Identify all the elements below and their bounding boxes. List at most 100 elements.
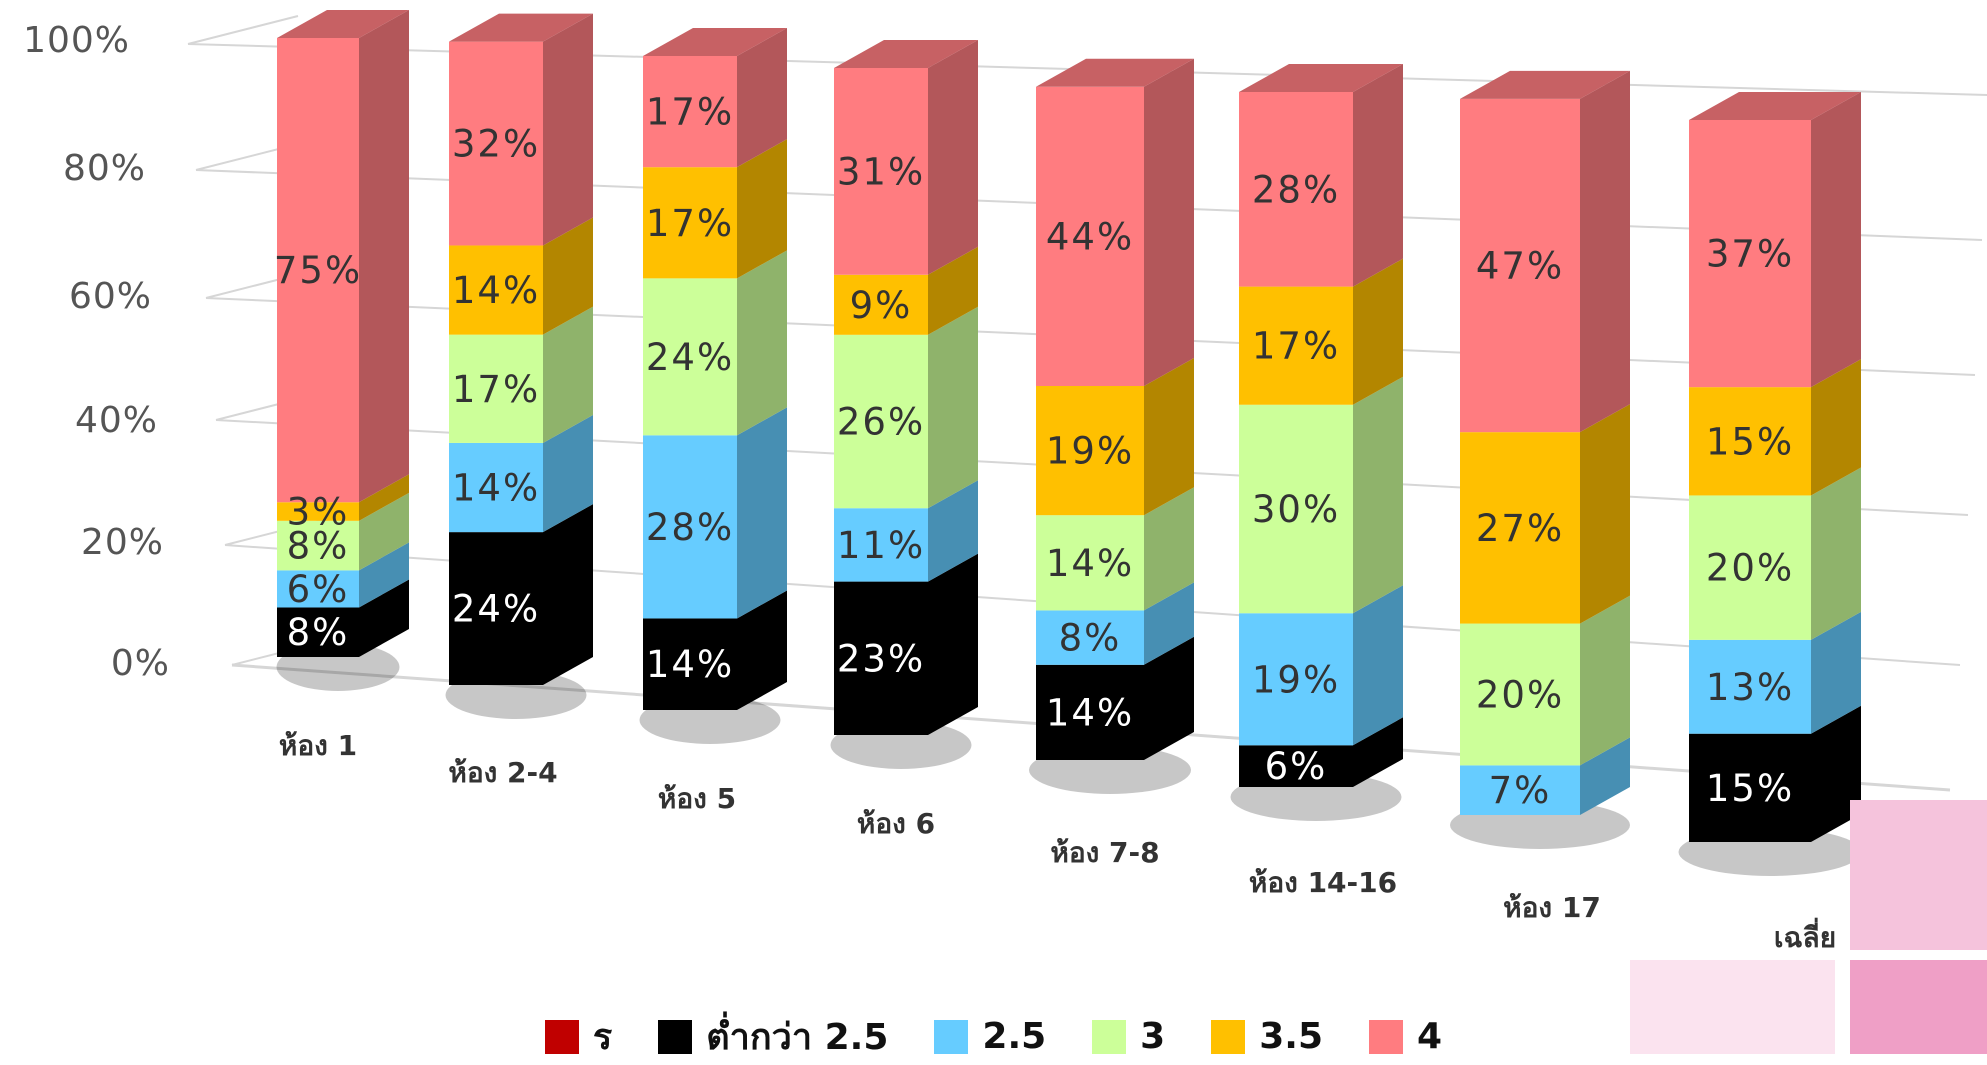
bar-side — [737, 139, 787, 279]
x-category-label: เฉลี่ย — [1774, 917, 1836, 954]
legend-item-4: 4 — [1369, 1016, 1442, 1057]
legend-swatch — [1211, 1019, 1246, 1054]
bar-side — [1811, 359, 1861, 496]
bar-side — [543, 414, 593, 533]
bar-side — [928, 40, 978, 275]
legend-item-below-2-5: ต่ำกว่า 2.5 — [658, 1008, 888, 1065]
bar-side — [1580, 737, 1630, 815]
data-label: 8% — [287, 525, 350, 568]
gridline-back — [187, 15, 299, 45]
bar-side — [1580, 404, 1630, 624]
data-label: 3% — [287, 491, 350, 534]
data-label: 20% — [1706, 547, 1794, 590]
bar-segment — [643, 56, 737, 168]
legend-label: 4 — [1417, 1016, 1443, 1057]
bar-side — [737, 407, 787, 619]
bar-side — [928, 553, 978, 735]
bar-segment — [277, 502, 359, 521]
bar-side — [359, 474, 409, 521]
data-label: 17% — [646, 91, 734, 134]
bar-segment — [1689, 387, 1811, 496]
bar-segment — [643, 435, 737, 619]
data-label: 20% — [1476, 673, 1564, 716]
bar-side — [1811, 92, 1861, 388]
bar-segment — [277, 570, 359, 608]
legend-label: 3.5 — [1259, 1016, 1324, 1057]
bar-segment — [834, 68, 928, 275]
bar-segment — [1239, 92, 1353, 287]
data-label: 11% — [837, 524, 925, 567]
bar-segment — [1036, 610, 1144, 665]
data-label: 75% — [274, 249, 362, 292]
bar-segment — [1460, 765, 1580, 815]
bar-side — [1580, 595, 1630, 766]
legend-swatch — [1092, 1019, 1127, 1054]
data-label: 8% — [287, 611, 350, 654]
bar-top — [1239, 64, 1403, 92]
bar-segment — [1036, 664, 1144, 760]
bar-segment — [1239, 745, 1353, 787]
bar-side — [1144, 58, 1194, 387]
bar-top — [277, 10, 409, 38]
bar-side — [359, 542, 409, 608]
bar-top — [449, 13, 593, 42]
bar-segment — [277, 520, 359, 571]
bar-top — [1689, 92, 1861, 120]
data-label: 32% — [452, 123, 540, 166]
legend-item-3: 3 — [1092, 1016, 1165, 1057]
bar-side — [1353, 376, 1403, 614]
bar-side — [737, 590, 787, 710]
data-label: 30% — [1252, 488, 1340, 531]
x-axis-labels: ห้อง 1 ห้อง 2-4 ห้อง 5 ห้อง 6 ห้อง 7-8 ห้อง 1… — [279, 729, 1836, 954]
legend-label: 3 — [1140, 1016, 1166, 1057]
bar-side — [1144, 358, 1194, 516]
data-label: 24% — [646, 336, 734, 379]
x-category-label: ห้อง 6 — [857, 807, 935, 840]
data-label: 28% — [1252, 168, 1340, 211]
data-label: 7% — [1489, 769, 1552, 812]
bar-segment — [834, 508, 928, 582]
bar-segment — [643, 167, 737, 279]
x-category-label: ห้อง 1 — [279, 729, 357, 762]
data-label: 19% — [1046, 430, 1134, 473]
bar-side — [1353, 585, 1403, 746]
data-label: 9% — [850, 284, 913, 327]
y-tick-label: 80% — [63, 148, 146, 189]
legend-label: 2.5 — [982, 1016, 1047, 1057]
data-label: 6% — [1265, 745, 1328, 788]
y-tick-label: 60% — [69, 276, 152, 317]
legend-label: ร — [592, 1017, 613, 1058]
data-label: 19% — [1252, 658, 1340, 701]
bar-segment — [1689, 120, 1811, 388]
y-tick-label: 20% — [81, 522, 164, 563]
data-label: 13% — [1706, 666, 1794, 709]
bar-side — [928, 246, 978, 335]
bar-segment — [834, 581, 928, 735]
bar-segment — [449, 41, 543, 246]
data-label: 17% — [646, 202, 734, 245]
legend-item-3-5: 3.5 — [1211, 1016, 1323, 1057]
data-label: 14% — [646, 643, 734, 686]
bar-side — [928, 306, 978, 509]
bar-side — [1353, 717, 1403, 787]
x-category-label: ห้อง 7-8 — [1050, 836, 1159, 869]
bar-segment — [643, 278, 737, 436]
bar-segment — [1239, 286, 1353, 405]
data-label: 15% — [1706, 420, 1794, 463]
bar-segment — [1689, 639, 1811, 734]
data-label: 17% — [1252, 325, 1340, 368]
data-label: 24% — [452, 588, 540, 631]
bar-segment — [277, 607, 359, 657]
bar-segment — [1239, 404, 1353, 614]
bar-segment — [449, 245, 543, 335]
bar-side — [543, 504, 593, 685]
data-label: 14% — [1046, 691, 1134, 734]
bar-side — [1353, 64, 1403, 287]
bar-segment — [834, 274, 928, 335]
data-label: 14% — [452, 467, 540, 510]
decorative-block — [1850, 960, 1987, 1054]
bar-side — [543, 217, 593, 335]
bar-segment — [1460, 623, 1580, 766]
data-label: 47% — [1476, 245, 1564, 288]
